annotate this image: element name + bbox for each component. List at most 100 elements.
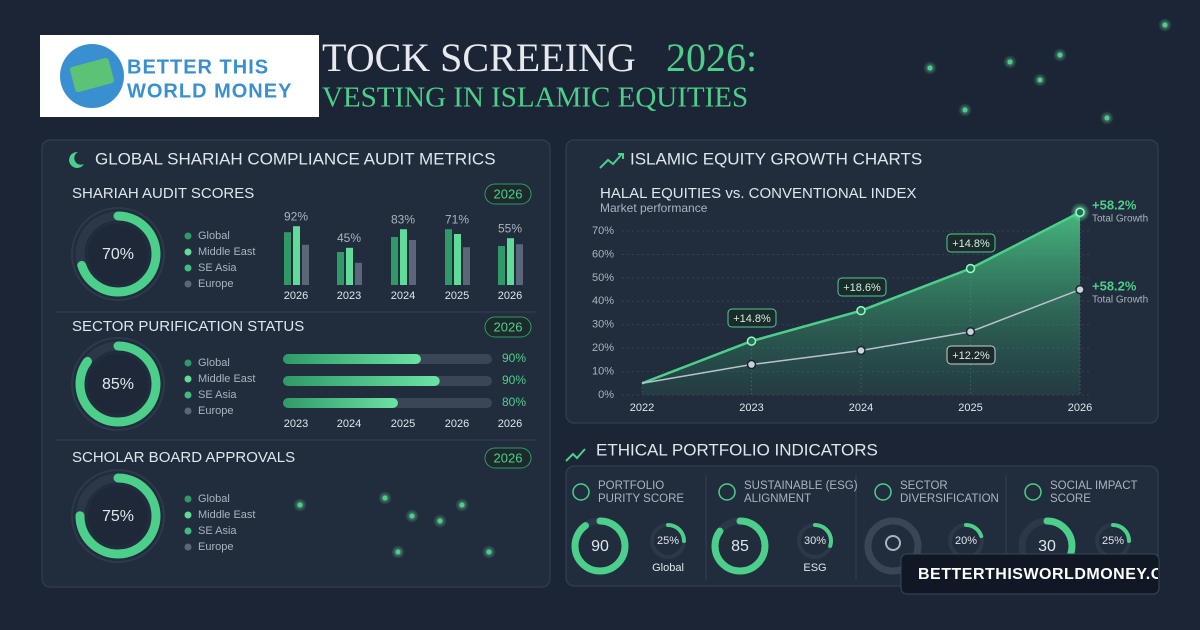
y-tick-label: 50% — [592, 272, 614, 284]
gauge-arc — [75, 211, 161, 297]
share-ring — [650, 523, 686, 559]
bar — [507, 238, 514, 285]
map-dot — [437, 518, 443, 524]
title-year: 2026: — [666, 35, 757, 80]
chart-subtitle: Market performance — [600, 201, 708, 215]
score-ring — [571, 517, 629, 575]
legend-dot — [184, 391, 192, 399]
progress-label: 90% — [502, 373, 526, 387]
ethical-icon — [565, 448, 586, 462]
panel-title: GLOBAL SHARIAH COMPLIANCE AUDIT METRICS — [95, 149, 496, 168]
bar — [445, 229, 452, 285]
gauge-label: 85% — [102, 376, 134, 393]
legend-dot — [184, 280, 192, 288]
map-dot — [1104, 115, 1110, 121]
map-dot — [1057, 52, 1063, 58]
card-icon — [718, 483, 736, 501]
bar — [346, 247, 353, 285]
score-ring — [1018, 517, 1076, 575]
bar-label: 83% — [391, 212, 415, 226]
legend-dot — [184, 511, 192, 519]
legend-label: SE Asia — [198, 262, 237, 274]
legend-dot — [184, 232, 192, 240]
map-dot — [1007, 59, 1013, 65]
legend-label: Middle East — [198, 509, 255, 521]
legend-dot — [184, 495, 192, 503]
x-tick-label: 2022 — [630, 402, 654, 414]
x-tick-label: 2023 — [337, 290, 361, 302]
score-value: 85 — [731, 538, 749, 555]
gauge-arc — [75, 473, 161, 559]
map-dot — [382, 495, 388, 501]
legend-dot — [184, 407, 192, 415]
section-title: SCHOLAR BOARD APPROVALS — [72, 449, 295, 466]
bar — [463, 247, 470, 285]
title: TOCK SCREEING — [322, 35, 636, 80]
map-dot — [962, 107, 968, 113]
annotation: +12.2% — [952, 350, 990, 362]
legend-label: SE Asia — [198, 389, 237, 401]
annotation-box — [946, 233, 996, 253]
annotation: +14.8% — [952, 238, 990, 250]
x-tick-label: 2025 — [391, 418, 415, 430]
progress-label: 80% — [502, 395, 526, 409]
bar-label: 45% — [337, 231, 361, 245]
y-tick-label: 10% — [592, 365, 614, 377]
card-icon — [874, 483, 892, 501]
card-title: ALIGNMENT — [744, 493, 811, 505]
icon-people — [885, 535, 901, 551]
bar-label: 71% — [445, 212, 469, 226]
card-title: SCORE — [1050, 493, 1091, 505]
badge — [484, 447, 532, 469]
bar — [409, 240, 416, 285]
legend-dot — [184, 375, 192, 383]
icon-ring — [864, 517, 922, 575]
logo-text: BETTER THIS — [127, 56, 269, 78]
bar — [293, 226, 300, 285]
footer-url: BETTERTHISWORLDMONEY.ORG — [918, 566, 1189, 583]
progress-fill — [283, 398, 398, 408]
legend-label: Europe — [198, 541, 233, 553]
progress-fill — [283, 376, 440, 386]
progress-fill — [283, 354, 421, 364]
footer-box — [900, 553, 1160, 595]
x-tick-label: 2025 — [445, 290, 469, 302]
legend-dot — [184, 527, 192, 535]
x-tick-label: 2026 — [498, 418, 522, 430]
map-dot — [409, 513, 415, 519]
gauge-outer — [71, 337, 165, 431]
bar-label: 55% — [498, 221, 522, 235]
share-caption: ESG — [803, 562, 826, 574]
marker — [965, 263, 976, 274]
bar — [391, 237, 398, 285]
crescent-icon — [69, 151, 84, 168]
legend-dot — [184, 248, 192, 256]
annotation-box — [727, 308, 777, 328]
bar-label: 92% — [284, 209, 308, 223]
legend-label: Europe — [198, 278, 233, 290]
bar — [284, 232, 291, 285]
y-tick-label: 60% — [592, 248, 614, 260]
total-value: +58.2% — [1092, 278, 1137, 293]
share-ring — [1095, 523, 1131, 559]
legend-label: Middle East — [198, 373, 255, 385]
x-tick-label: 2024 — [849, 402, 873, 414]
y-tick-label: 20% — [592, 342, 614, 354]
chart-title: HALAL EQUITIES vs. CONVENTIONAL INDEX — [600, 185, 916, 202]
y-tick-label: 0% — [598, 389, 614, 401]
legend-dot — [184, 264, 192, 272]
share-label: 20% — [955, 535, 977, 547]
bar — [400, 229, 407, 285]
map-dot — [1037, 77, 1043, 83]
gauge-inner — [88, 486, 148, 546]
annotation-box — [946, 345, 996, 365]
share-ring — [948, 523, 984, 559]
share-label: 30% — [804, 535, 826, 547]
legend-label: Global — [198, 230, 230, 242]
card-icon — [1024, 483, 1042, 501]
gauge-label: 75% — [102, 508, 134, 525]
map-dot — [927, 65, 933, 71]
share-label: 25% — [657, 535, 679, 547]
score-value: 90 — [591, 538, 609, 555]
